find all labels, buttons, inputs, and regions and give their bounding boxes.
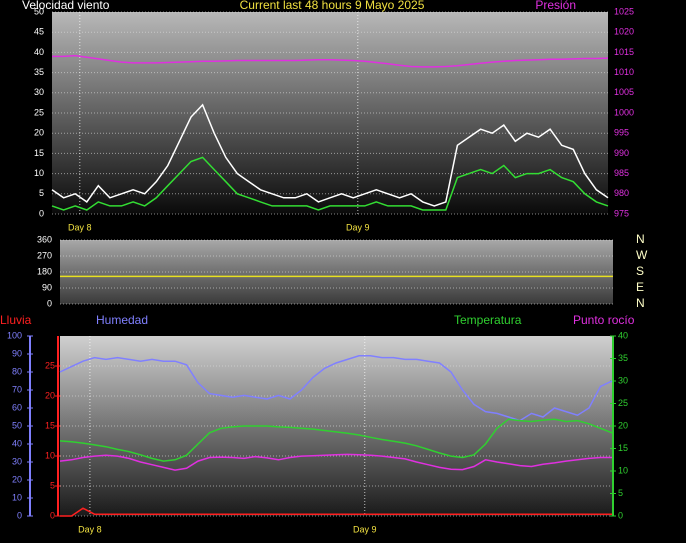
y-tick-label: 10 <box>45 450 55 460</box>
y-tick-label: 35 <box>34 67 44 77</box>
y-tick-label: S <box>636 264 644 278</box>
y-tick-label: 40 <box>618 330 628 340</box>
y-tick-label: N <box>636 296 645 310</box>
y-tick-label: 45 <box>34 27 44 37</box>
y-tick-label: 985 <box>614 168 629 178</box>
y-tick-label: 60 <box>12 402 22 412</box>
y-tick-label: 270 <box>37 250 52 260</box>
y-tick-label: 90 <box>42 282 52 292</box>
legend-label: Lluvia <box>0 313 32 327</box>
y-tick-label: 1015 <box>614 47 634 57</box>
y-tick-label: 50 <box>12 420 22 430</box>
y-tick-label: 15 <box>618 443 628 453</box>
x-tick-label: Day 8 <box>78 524 102 534</box>
y-tick-label: 35 <box>618 353 628 363</box>
y-tick-label: 975 <box>614 208 629 218</box>
y-tick-label: 40 <box>34 47 44 57</box>
y-tick-label: 15 <box>34 148 44 158</box>
y-tick-label: 20 <box>34 128 44 138</box>
y-tick-label: 0 <box>47 298 52 308</box>
y-tick-label: 20 <box>618 420 628 430</box>
y-tick-label: 15 <box>45 420 55 430</box>
y-tick-label: 180 <box>37 266 52 276</box>
series-line <box>51 156 609 211</box>
y-tick-label: 995 <box>614 128 629 138</box>
y-tick-label: 5 <box>39 188 44 198</box>
legend-label: Humedad <box>96 313 148 327</box>
y-tick-label: 40 <box>12 438 22 448</box>
y-tick-label: 360 <box>37 234 52 244</box>
y-tick-label: 980 <box>614 188 629 198</box>
y-tick-label: 80 <box>12 366 22 376</box>
legend-label: Velocidad viento <box>22 0 110 12</box>
y-tick-label: 0 <box>39 208 44 218</box>
y-tick-label: 100 <box>7 330 22 340</box>
chart-title: Current last 48 hours 9 Mayo 2025 <box>240 0 425 12</box>
series-line <box>59 418 613 462</box>
y-tick-label: 5 <box>618 488 623 498</box>
y-tick-label: 0 <box>618 510 623 520</box>
plot-area <box>52 12 608 214</box>
y-tick-label: 990 <box>614 148 629 158</box>
y-tick-label: 20 <box>12 474 22 484</box>
y-tick-label: 70 <box>12 384 22 394</box>
series-line <box>59 453 612 471</box>
x-tick-label: Day 9 <box>353 524 377 534</box>
y-tick-label: 30 <box>12 456 22 466</box>
y-tick-label: 30 <box>34 87 44 97</box>
y-tick-label: 25 <box>618 398 628 408</box>
y-tick-label: 90 <box>12 348 22 358</box>
y-tick-label: 1005 <box>614 87 634 97</box>
y-tick-label: 5 <box>50 480 55 490</box>
series-line <box>51 103 609 207</box>
x-tick-label: Day 9 <box>346 222 370 232</box>
y-tick-label: 25 <box>45 360 55 370</box>
y-tick-label: N <box>636 232 645 246</box>
y-tick-label: W <box>636 248 648 262</box>
legend-label: Punto rocío <box>573 313 635 327</box>
y-tick-label: 25 <box>34 107 44 117</box>
y-tick-label: 30 <box>618 375 628 385</box>
y-tick-label: 1010 <box>614 67 634 77</box>
x-tick-label: Day 8 <box>68 222 92 232</box>
series-line <box>52 54 609 68</box>
y-tick-label: 50 <box>34 6 44 16</box>
series-line <box>60 507 612 517</box>
y-tick-label: 1025 <box>614 6 634 16</box>
y-tick-label: 1020 <box>614 27 634 37</box>
y-tick-label: 1000 <box>614 107 634 117</box>
legend-label: Presión <box>535 0 576 12</box>
y-tick-label: 0 <box>17 510 22 520</box>
y-tick-label: 0 <box>50 510 55 520</box>
y-tick-label: E <box>636 280 644 294</box>
legend-label: Temperatura <box>454 313 522 327</box>
y-tick-label: 10 <box>12 492 22 502</box>
y-tick-label: 20 <box>45 390 55 400</box>
y-tick-label: 10 <box>34 168 44 178</box>
y-tick-label: 10 <box>618 465 628 475</box>
